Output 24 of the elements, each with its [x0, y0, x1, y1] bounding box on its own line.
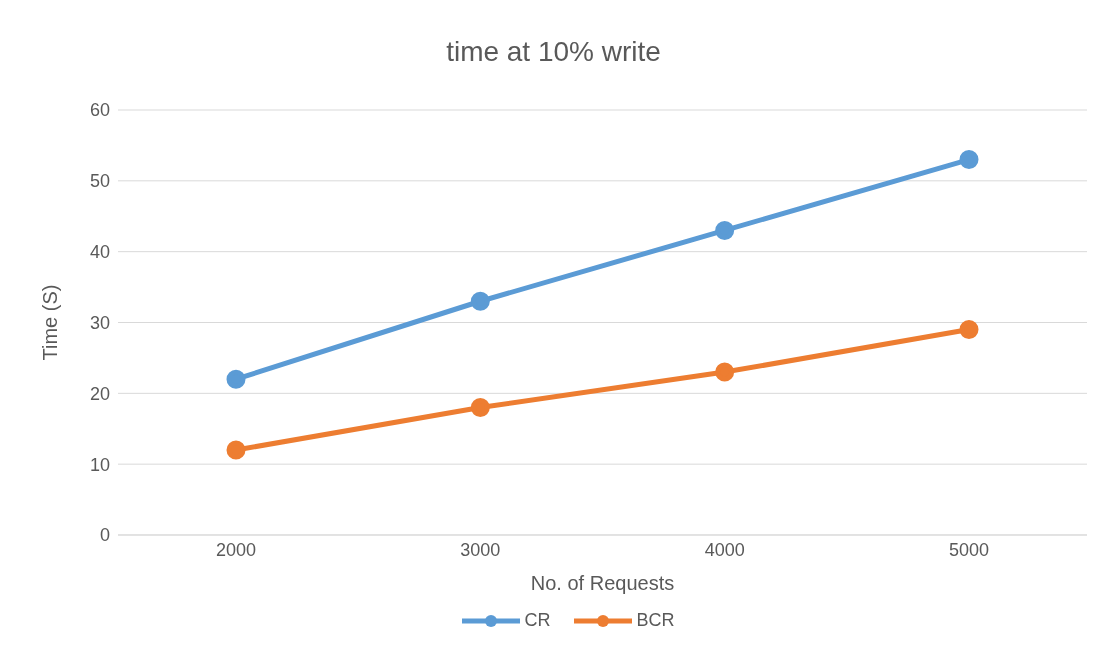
x-tick-label: 4000 [704, 539, 745, 560]
x-tick-label: 5000 [948, 539, 990, 560]
y-tick-label: 30 [89, 312, 110, 333]
y-tick-label: 10 [89, 454, 110, 475]
legend-label: BCR [635, 610, 675, 631]
x-tick-label: 2000 [215, 539, 257, 560]
y-tick-label: 50 [89, 171, 110, 192]
point [226, 369, 246, 389]
chart-title: time at 10% write [445, 36, 662, 68]
point [470, 398, 490, 417]
y-axis-title: Time (S) [39, 284, 62, 361]
y-tick-label: 60 [89, 100, 110, 121]
x-axis-title: No. of Requests [530, 572, 675, 594]
legend-label: CR [523, 610, 551, 631]
point [959, 150, 979, 170]
point [715, 220, 735, 240]
y-tick-label: 20 [89, 383, 110, 404]
point [715, 362, 735, 382]
point [959, 320, 979, 340]
point [470, 291, 490, 311]
point [226, 440, 246, 460]
y-tick-label: 40 [89, 242, 110, 263]
x-tick-label: 3000 [460, 539, 501, 560]
y-tick-label: 0 [99, 525, 110, 546]
